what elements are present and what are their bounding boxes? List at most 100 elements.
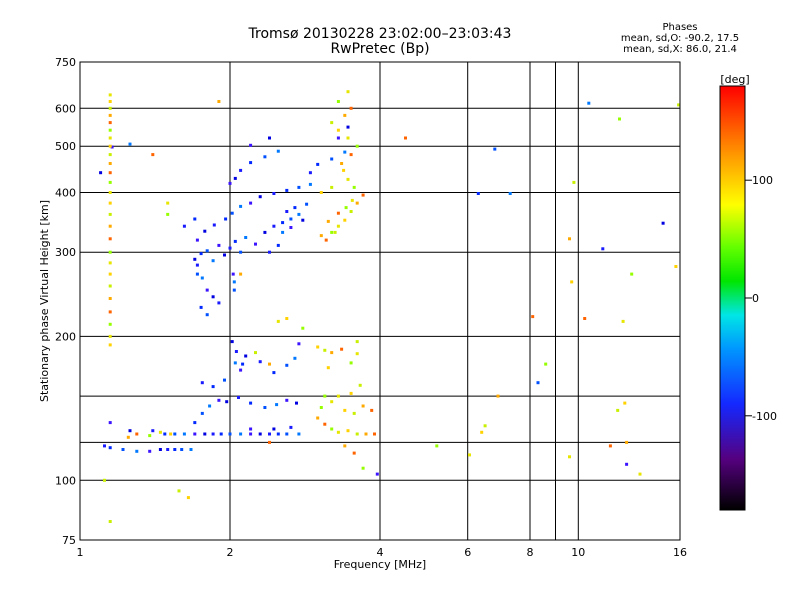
colorbar-label: [deg]: [720, 73, 749, 86]
o-mode-point: [158, 448, 162, 451]
x-tick-label: 8: [527, 546, 534, 559]
x-mode-point: [616, 408, 620, 412]
o-mode-point: [249, 201, 253, 205]
x-mode-point: [336, 100, 340, 103]
o-mode-point: [263, 406, 267, 409]
x-mode-point: [108, 250, 112, 254]
x-mode-point: [358, 383, 362, 387]
o-mode-point: [244, 354, 248, 358]
o-mode-point: [336, 136, 340, 140]
x-mode-point: [148, 434, 152, 438]
x-mode-point: [608, 444, 612, 448]
o-mode-point: [205, 249, 209, 253]
o-mode-point: [281, 221, 285, 225]
o-mode-point: [232, 288, 236, 292]
o-mode-point: [254, 242, 257, 246]
x-mode-point: [583, 317, 587, 320]
o-mode-point: [234, 350, 238, 353]
o-mode-point: [195, 238, 199, 242]
x-mode-point: [568, 237, 571, 241]
o-mode-point: [148, 449, 152, 453]
x-mode-point: [336, 128, 340, 132]
x-mode-point: [572, 180, 576, 184]
x-mode-point: [108, 284, 112, 288]
x-mode-point: [158, 430, 162, 434]
x-mode-point: [625, 440, 629, 444]
x-mode-point: [346, 177, 350, 181]
o-mode-point: [203, 229, 207, 233]
o-mode-point: [308, 182, 312, 186]
o-mode-point: [128, 142, 132, 146]
x-mode-point: [480, 430, 484, 434]
o-mode-point: [103, 444, 106, 448]
grid-lines: [80, 62, 680, 540]
o-mode-point: [258, 432, 262, 436]
x-mode-point: [346, 90, 350, 94]
o-mode-point: [239, 204, 243, 208]
x-mode-point: [186, 496, 190, 500]
phase-legend: Phases mean, sd,O: -90.2, 17.5 mean, sd,…: [580, 22, 780, 55]
o-mode-point: [239, 432, 243, 436]
y-tick-label: 75: [62, 534, 76, 547]
x-mode-point: [330, 185, 334, 189]
o-mode-point: [135, 449, 139, 453]
x-mode-point: [336, 430, 340, 434]
o-mode-point: [272, 192, 276, 195]
o-mode-point: [166, 448, 170, 451]
x-mode-point: [330, 121, 334, 125]
x-mode-point: [496, 394, 500, 398]
o-mode-point: [661, 221, 665, 225]
x-mode-point: [166, 201, 170, 205]
colorbar-tick-label: -100: [752, 410, 777, 423]
o-mode-point: [224, 217, 228, 221]
o-mode-point: [343, 150, 347, 154]
x-mode-point: [108, 162, 112, 165]
o-mode-point: [297, 212, 301, 216]
x-mode-point: [370, 408, 374, 412]
o-mode-point: [211, 432, 215, 436]
x-mode-point: [333, 230, 337, 234]
o-mode-point: [199, 252, 203, 256]
o-mode-point: [536, 381, 540, 385]
o-mode-point: [121, 448, 125, 451]
phase-legend-x: mean, sd,X: 86.0, 21.4: [623, 44, 737, 55]
x-mode-point: [319, 234, 323, 238]
o-mode-point: [212, 223, 216, 227]
x-mode-point: [151, 153, 155, 157]
o-mode-point: [182, 432, 186, 436]
x-mode-point: [108, 106, 112, 110]
x-mode-point: [349, 153, 353, 157]
x-mode-point: [330, 427, 334, 431]
x-mode-point: [126, 435, 130, 439]
x-tick-label: 16: [673, 546, 687, 559]
o-mode-point: [233, 239, 237, 243]
x-tick-label: 2: [227, 546, 234, 559]
o-mode-point: [508, 192, 512, 195]
y-tick-label: 500: [55, 140, 76, 153]
x-mode-point: [352, 185, 356, 189]
colorbar-ticks: -100 0 100: [745, 174, 777, 423]
o-mode-point: [276, 243, 280, 247]
o-mode-point: [625, 462, 629, 466]
o-mode-point: [211, 385, 215, 389]
x-tick-label: 10: [571, 546, 585, 559]
o-mode-point: [297, 432, 301, 436]
o-mode-point: [203, 432, 207, 436]
x-mode-point: [108, 136, 112, 140]
o-mode-point: [228, 181, 232, 185]
x-mode-point: [169, 432, 173, 436]
x-tick-label: 6: [464, 546, 471, 559]
o-mode-point: [297, 185, 301, 189]
x-mode-point: [177, 489, 181, 493]
y-axis-label: Stationary phase Virtual Height [km]: [38, 200, 51, 402]
x-mode-point: [301, 326, 305, 330]
o-mode-point: [239, 368, 243, 372]
o-mode-point: [200, 411, 204, 415]
x-mode-point: [330, 400, 334, 404]
x-mode-point: [349, 210, 353, 213]
o-mode-point: [330, 157, 334, 161]
o-mode-point: [223, 253, 226, 257]
o-mode-point: [200, 381, 204, 385]
x-mode-point: [468, 453, 471, 457]
x-mode-point: [352, 411, 356, 415]
